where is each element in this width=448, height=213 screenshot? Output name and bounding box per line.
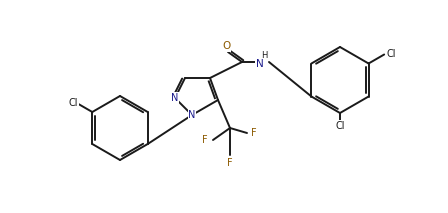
Text: Cl: Cl [335,121,345,131]
Text: N: N [188,110,196,120]
Text: F: F [202,135,208,145]
Text: N: N [256,59,264,69]
Text: F: F [251,128,257,138]
Text: N: N [171,93,179,103]
Text: F: F [227,158,233,168]
Text: Cl: Cl [387,49,396,59]
Text: Cl: Cl [69,98,78,108]
Text: O: O [222,41,230,51]
Text: H: H [261,52,267,60]
